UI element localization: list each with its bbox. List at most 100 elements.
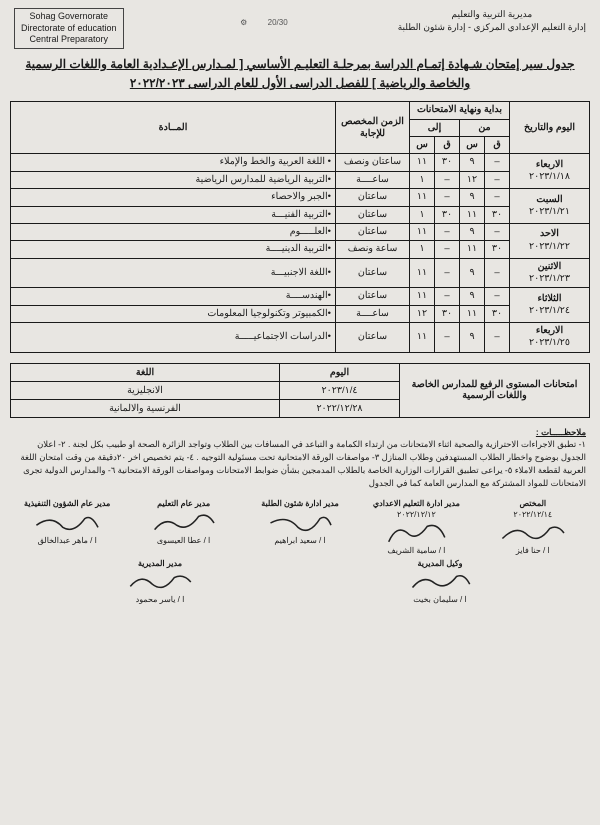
signature-block: المختص ٢٠٢٢/١٢/١٤ ا / حنا فايز bbox=[476, 499, 590, 556]
sig-title: المختص bbox=[476, 499, 590, 509]
cell-date: الاحد٢٠٢٣/١/٢٢ bbox=[510, 223, 590, 258]
cell-ts: ١١ bbox=[410, 288, 435, 305]
table-row: الثلاثاء٢٠٢٣/١/٢٤–٩–١١ساعتان•الهندســــة bbox=[11, 288, 590, 305]
sig-name: ا / سليمان بخيت bbox=[370, 595, 510, 605]
sig-name: ا / سعيد ابراهيم bbox=[243, 536, 357, 546]
emblem-icon: ⚙ bbox=[230, 8, 258, 36]
cell-ts: ١١ bbox=[410, 154, 435, 171]
th-subject: المــادة bbox=[11, 102, 336, 154]
table-row: السبت٢٠٢٣/١/٢١–٩–١١ساعتان•الجبر والاحصاء bbox=[11, 189, 590, 206]
sig-name: ا / عطا العيسوى bbox=[126, 536, 240, 546]
cell-ts: ١ bbox=[410, 171, 435, 188]
table-row: ٣٠١١–١ساعة ونصف•التربية الدينيــــة bbox=[11, 241, 590, 258]
cell-fq: – bbox=[485, 154, 510, 171]
cell-date: الاثنين٢٠٢٣/١/٢٣ bbox=[510, 258, 590, 288]
signatures-row: المختص ٢٠٢٢/١٢/١٤ ا / حنا فايز مدير ادار… bbox=[10, 499, 590, 556]
cell-tq: – bbox=[435, 241, 460, 258]
table-row: –١٢–١ساعــــة•التربية الرياضية للمدارس ا… bbox=[11, 171, 590, 188]
table-body: الاربعاء٢٠٢٣/١/١٨–٩٣٠١١ساعتان ونصف• اللغ… bbox=[11, 154, 590, 352]
logo-2030-icon: 20/30 bbox=[264, 8, 292, 36]
document-title: جدول سير إمتحان شـهادة إتمـام الدراسة بم… bbox=[14, 55, 586, 93]
cell-fs: ٩ bbox=[460, 223, 485, 240]
signature-block: مدير عام التعليم ا / عطا العيسوى bbox=[126, 499, 240, 556]
cell-fs: ٩ bbox=[460, 189, 485, 206]
cell-tq: – bbox=[435, 288, 460, 305]
cell-fq: ٣٠ bbox=[485, 305, 510, 322]
cell-subj: •الدراسات الاجتماعيـــــة bbox=[11, 322, 336, 352]
cell-subj: •الجبر والاحصاء bbox=[11, 189, 336, 206]
cell-lang: الفرنسية والالمانية bbox=[11, 399, 280, 417]
cell-dur: ساعتان bbox=[336, 223, 410, 240]
cell-tq: ٣٠ bbox=[435, 206, 460, 223]
cell-tq: – bbox=[435, 258, 460, 288]
cell-day: ٢٠٢٣/١/٤ bbox=[280, 381, 400, 399]
cell-ts: ١٢ bbox=[410, 305, 435, 322]
cell-fs: ١١ bbox=[460, 206, 485, 223]
cell-ts: ١١ bbox=[410, 189, 435, 206]
signature-block: مدير المديرية ا / ياسر محمود bbox=[90, 559, 230, 606]
cell-fq: – bbox=[485, 171, 510, 188]
cell-fq: – bbox=[485, 258, 510, 288]
cell-tq: – bbox=[435, 171, 460, 188]
cell-subj: •التربية الرياضية للمدارس الرياضية bbox=[11, 171, 336, 188]
th-times: بداية ونهاية الامتحانات bbox=[410, 102, 510, 119]
sig-title: مدير المديرية bbox=[90, 559, 230, 569]
sig-date: ٢٠٢٢/١٢/١٤ bbox=[476, 510, 590, 520]
table-row: الاربعاء٢٠٢٣/١/١٨–٩٣٠١١ساعتان ونصف• اللغ… bbox=[11, 154, 590, 171]
signature-block: مدير ادارة شئون الطلبة ا / سعيد ابراهيم bbox=[243, 499, 357, 556]
org-line: مديرية التربية والتعليم bbox=[398, 8, 586, 21]
cell-ts: ١١ bbox=[410, 223, 435, 240]
th-s: س bbox=[460, 137, 485, 154]
th-date: اليوم والتاريخ bbox=[510, 102, 590, 154]
cell-date: الثلاثاء٢٠٢٣/١/٢٤ bbox=[510, 288, 590, 323]
signature-icon bbox=[476, 522, 590, 544]
cell-fq: ٣٠ bbox=[485, 206, 510, 223]
cell-fs: ٩ bbox=[460, 322, 485, 352]
cell-dur: ساعتان bbox=[336, 322, 410, 352]
org-en-line: Directorate of education bbox=[21, 23, 117, 35]
cell-fs: ١١ bbox=[460, 305, 485, 322]
cell-fq: – bbox=[485, 288, 510, 305]
signature-icon bbox=[126, 512, 240, 534]
sig-title: مدير ادارة التعليم الاعدادي bbox=[359, 499, 473, 509]
table-row: ٣٠١١٣٠١٢ساعــــة•الكمبيوتر وتكنولوجيا ال… bbox=[11, 305, 590, 322]
org-line: إدارة التعليم الإعدادي المركزي - إدارة ش… bbox=[398, 21, 586, 34]
signature-icon bbox=[90, 571, 230, 593]
cell-tq: – bbox=[435, 189, 460, 206]
table-row: الاثنين٢٠٢٣/١/٢٣–٩–١١ساعتان•اللغة الاجنب… bbox=[11, 258, 590, 288]
cell-dur: ساعتان bbox=[336, 258, 410, 288]
cell-subj: •اللغة الاجنبيـــة bbox=[11, 258, 336, 288]
cell-subj: •التربية الفنيـــة bbox=[11, 206, 336, 223]
cell-fq: – bbox=[485, 322, 510, 352]
org-en-line: Sohag Governorate bbox=[21, 11, 117, 23]
cell-fs: ١١ bbox=[460, 241, 485, 258]
header-logos: 20/30 ⚙ bbox=[230, 8, 292, 36]
sig-title: مدير ادارة شئون الطلبة bbox=[243, 499, 357, 509]
cell-tq: – bbox=[435, 322, 460, 352]
cell-fq: ٣٠ bbox=[485, 241, 510, 258]
sig-name: ا / سامية الشريف bbox=[359, 546, 473, 556]
signature-icon bbox=[359, 522, 473, 544]
th-duration: الزمن المخصص للإجابة bbox=[336, 102, 410, 154]
cell-ts: ١ bbox=[410, 241, 435, 258]
cell-date: الاربعاء٢٠٢٣/١/٢٥ bbox=[510, 322, 590, 352]
signature-icon bbox=[370, 571, 510, 593]
table-row: الاحد٢٠٢٣/١/٢٢–٩–١١ساعتان•العلـــــوم bbox=[11, 223, 590, 240]
sig-name: ا / ياسر محمود bbox=[90, 595, 230, 605]
cell-dur: ساعــــة bbox=[336, 305, 410, 322]
th-s: س bbox=[410, 137, 435, 154]
th-to: إلى bbox=[410, 119, 460, 136]
sig-name: ا / ماهر عبدالخالق bbox=[10, 536, 124, 546]
cell-dur: ساعة ونصف bbox=[336, 241, 410, 258]
cell-dur: ساعــــة bbox=[336, 171, 410, 188]
th-day: اليوم bbox=[280, 363, 400, 381]
sig-name: ا / حنا فايز bbox=[476, 546, 590, 556]
cell-fs: ٩ bbox=[460, 154, 485, 171]
high-level-exams-table: امتحانات المستوى الرفيع للمدارس الخاصة و… bbox=[10, 363, 590, 418]
notes-title: ملاحظـــــات : bbox=[536, 427, 586, 437]
cell-subj: •العلـــــوم bbox=[11, 223, 336, 240]
th-q: ق bbox=[485, 137, 510, 154]
cell-subj: • اللغة العربية والخط والإملاء bbox=[11, 154, 336, 171]
notes-body: ١- تطبق الاجراءات الاحترازية والصحية اثن… bbox=[14, 438, 586, 489]
cell-fs: ١٢ bbox=[460, 171, 485, 188]
